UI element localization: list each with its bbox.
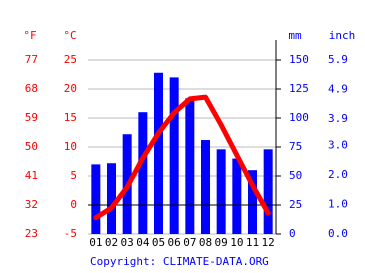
mm-tick-label: 75 xyxy=(289,140,302,153)
x-tick-label: 07 xyxy=(183,236,196,249)
c-tick-label: 25 xyxy=(64,53,77,66)
bar xyxy=(263,149,273,234)
mm-tick-label: 150 xyxy=(289,53,309,66)
bar xyxy=(154,72,163,234)
x-tick-label: 03 xyxy=(121,236,134,249)
bar xyxy=(216,149,226,234)
c-tick-label: -5 xyxy=(64,227,77,240)
x-tick-label: 09 xyxy=(215,236,228,249)
f-tick-label: 32 xyxy=(25,198,38,211)
inch-axis-title: inch xyxy=(329,29,356,42)
inch-tick-label: 0.0 xyxy=(328,227,348,240)
f-tick-label: 77 xyxy=(25,53,38,66)
mm-tick-label: 50 xyxy=(289,169,302,182)
bar xyxy=(248,170,257,234)
x-tick-label: 05 xyxy=(152,236,165,249)
bar xyxy=(138,112,148,234)
bar xyxy=(91,164,101,234)
mm-tick-label: 25 xyxy=(289,198,302,211)
bar xyxy=(232,158,242,234)
inch-tick-label: 2.0 xyxy=(328,168,348,181)
f-tick-label: 59 xyxy=(25,111,38,124)
inch-tick-label: 1.0 xyxy=(328,198,348,211)
x-tick-label: 06 xyxy=(168,236,181,249)
mm-tick-label: 0 xyxy=(289,227,296,240)
x-tick-label: 01 xyxy=(89,236,102,249)
c-tick-label: 15 xyxy=(64,111,77,124)
inch-tick-label: 3.9 xyxy=(328,112,348,125)
c-tick-label: 20 xyxy=(64,82,77,95)
mm-tick-label: 100 xyxy=(289,111,309,124)
x-tick-label: 10 xyxy=(230,236,243,249)
bar xyxy=(169,77,179,235)
x-tick-label: 02 xyxy=(105,236,118,249)
f-axis-title: °F xyxy=(23,29,36,42)
x-tick-label: 11 xyxy=(246,236,259,249)
temperature-line xyxy=(93,94,271,221)
c-tick-label: 10 xyxy=(64,140,77,153)
bar xyxy=(107,163,116,234)
mm-tick-label: 125 xyxy=(289,82,309,95)
c-tick-label: 5 xyxy=(70,169,77,182)
f-tick-label: 23 xyxy=(25,227,38,240)
inch-tick-label: 5.9 xyxy=(328,53,348,66)
c-tick-label: 0 xyxy=(70,198,77,211)
bar xyxy=(201,140,210,234)
x-tick-label: 08 xyxy=(199,236,212,249)
mm-axis-title: mm xyxy=(288,29,302,42)
f-tick-label: 50 xyxy=(25,140,38,153)
f-tick-label: 41 xyxy=(25,169,38,182)
c-axis-title: °C xyxy=(63,29,76,42)
x-tick-label: 12 xyxy=(262,236,275,249)
credit: Copyright: CLIMATE-DATA.ORG xyxy=(90,255,269,268)
f-tick-label: 68 xyxy=(25,82,38,95)
inch-tick-label: 3.0 xyxy=(328,139,348,152)
x-tick-label: 04 xyxy=(136,236,150,249)
bar xyxy=(185,98,195,234)
inch-tick-label: 4.9 xyxy=(328,82,348,95)
